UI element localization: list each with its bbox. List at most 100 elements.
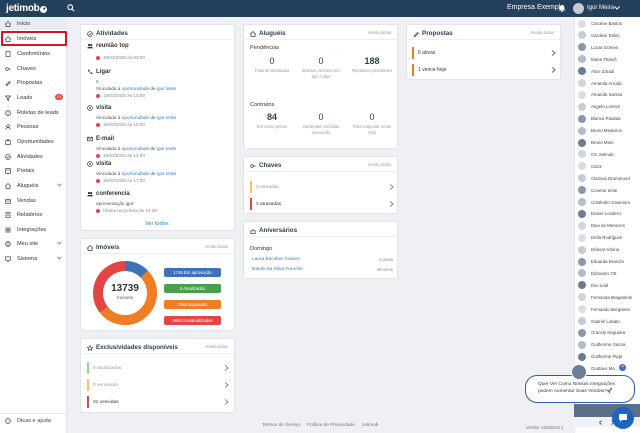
person-list-item[interactable]: Gracely Nogueira (578, 327, 640, 338)
chevron-down-icon[interactable] (57, 241, 62, 245)
terms-link[interactable]: Termos de Serviço (262, 422, 301, 427)
donut-slice-0[interactable] (124, 261, 148, 278)
exclusive-row-updated[interactable]: 0 atualizadas (87, 362, 229, 374)
see-all-exclusives[interactable]: Venda todos (204, 344, 228, 349)
exclusive-row-expiring[interactable]: 0 vencendo (87, 379, 229, 391)
user-avatar[interactable] (573, 3, 584, 14)
person-list-item[interactable]: Della Rodriguez (578, 232, 640, 243)
sidebar-item-atividades[interactable]: Atividades (0, 150, 67, 163)
sidebar-item-meu-site[interactable]: Meu site (0, 237, 67, 250)
notice-count[interactable]: 84 (266, 112, 277, 122)
status-pill-expired[interactable]: 7088 Expirados (164, 300, 221, 309)
person-list-item[interactable]: Clarissa Drummond (578, 173, 640, 184)
sidebar-item-inicio[interactable]: Início (0, 17, 67, 30)
due-slips-count[interactable]: 0 (318, 56, 324, 66)
see-all-rentals[interactable]: Venda todos (367, 30, 391, 35)
chat-promo-bubble[interactable]: Quer Ver Como Nossas Integrações podem A… (525, 375, 635, 403)
person-list-item[interactable]: Fernando Bergamer (578, 304, 640, 315)
sidebar-item-condominios[interactable]: Condomínios (0, 47, 67, 60)
person-list-item[interactable]: Débora Vitória (578, 244, 640, 255)
status-pill-approval[interactable]: 1748 Em aprovação (164, 268, 221, 277)
person-list-item[interactable]: Eric Leal (578, 280, 640, 291)
person-list-item[interactable]: Alice Zdradi (578, 66, 640, 77)
birthday-person-name[interactable]: Danilo da Silva Furucho (252, 267, 303, 272)
guarantees-count[interactable]: 0 (318, 112, 324, 122)
see-all-keys[interactable]: Venda todos (367, 162, 391, 167)
chevron-left-icon[interactable] (598, 420, 603, 425)
sidebar-item-integracoes[interactable]: Integrações (0, 223, 67, 236)
close-icon[interactable]: × (619, 364, 626, 371)
person-list-item[interactable]: Elizandro Ott (578, 268, 640, 279)
person-list-item[interactable]: Bruno Melo (578, 137, 640, 148)
proposals-row-active[interactable]: 6 ativas (412, 47, 556, 59)
help-link[interactable]: ? Dicas e ajuda (0, 413, 67, 427)
opportunity-link[interactable]: oportunidade (121, 171, 150, 176)
person-list-item[interactable]: Bruno Medeiros (578, 125, 640, 136)
see-all-activities-link[interactable]: Ver todos (145, 221, 169, 227)
privacy-link[interactable]: Política de Privacidade (307, 422, 355, 427)
keys-row-withdrawn[interactable]: 0 retiradas (250, 181, 394, 193)
person-list-item[interactable]: Amanda Santos (578, 89, 640, 100)
sidebar-item-pessoas[interactable]: Pessoas (0, 120, 67, 133)
person-list-item[interactable]: CS Jetimob (578, 149, 640, 160)
see-all-proposals[interactable]: Venda todos (530, 30, 554, 35)
person-link[interactable]: igor teste (156, 115, 177, 120)
pending-transfers-count[interactable]: 188 (364, 56, 380, 66)
opportunity-link[interactable]: oportunidade (121, 115, 150, 120)
search-icon[interactable] (67, 4, 75, 12)
chat-button[interactable] (612, 407, 634, 429)
status-pill-updated[interactable]: 6 Atualizados (164, 284, 221, 293)
sidebar-item-imoveis[interactable]: Imóveis (0, 32, 67, 45)
jetimob-link[interactable]: Jetimob (362, 422, 379, 427)
person-list-item[interactable]: Caroline Bastos (578, 18, 640, 29)
sidebar-item-vendas[interactable]: Vendas (0, 194, 67, 207)
person-list-item[interactable]: Gustavo Ma... (578, 363, 640, 374)
sidebar-item-sistema[interactable]: Sistema (0, 252, 67, 265)
proposals-row-due-today[interactable]: 1 vence hoje (412, 64, 556, 76)
chevron-down-icon[interactable] (614, 6, 620, 10)
person-list-item[interactable]: Guilherme Garcia (578, 339, 640, 350)
person-list-item[interactable]: Caroline Dolito (578, 30, 640, 41)
birthday-person-name[interactable]: Laura Escobar Soares (252, 257, 300, 262)
person-list-item[interactable]: Fernanda Bragantolo (578, 292, 640, 303)
keys-row-late[interactable]: 3 atrasadas (250, 198, 394, 210)
person-list-item[interactable]: Bianca Paulata (578, 113, 640, 124)
chevron-down-icon[interactable] (57, 183, 62, 187)
person-list-item[interactable]: Cristhofer Casemiro (578, 197, 640, 208)
user-name[interactable]: Igor Meira (587, 5, 615, 11)
person-list-item[interactable]: Eduarda Branchi (578, 256, 640, 267)
person-list-item[interactable]: Carol (578, 161, 640, 172)
person-list-item[interactable]: Maria Thamê (578, 54, 640, 65)
see-all-properties[interactable]: Venda todos (204, 244, 228, 249)
status-pill-outdated[interactable]: 4893 Desatualizados (164, 316, 221, 325)
person-list-item[interactable]: Conetur teste (578, 185, 640, 196)
donut-slice-3[interactable] (93, 261, 126, 313)
person-link[interactable]: igor teste (156, 86, 177, 91)
bell-icon[interactable] (558, 4, 566, 12)
person-list-item[interactable]: Amanda Arruda (578, 78, 640, 89)
person-list-item[interactable]: Gabriel Lobato (578, 316, 640, 327)
readjust-count[interactable]: 0 (369, 112, 375, 122)
sidebar-item-chaves[interactable]: Chaves (0, 62, 67, 75)
exclusive-row-expired[interactable]: 31 vencidas (87, 396, 229, 408)
person-list-item[interactable]: Daniel Londero (578, 208, 640, 219)
sidebar-item-relatorios[interactable]: Relatórios (0, 208, 67, 221)
opportunity-link[interactable]: oportunidade (121, 86, 150, 91)
late-invoices-count[interactable]: 0 (269, 56, 275, 66)
person-list-item[interactable]: Lucas Gomes (578, 42, 640, 53)
sidebar-item-leads[interactable]: Leads 10 (0, 91, 67, 104)
opportunity-link[interactable]: oportunidade (121, 146, 150, 151)
donut-slice-2[interactable] (99, 270, 157, 325)
sidebar-item-propostas[interactable]: Propostas (0, 76, 67, 89)
sidebar-item-oportunidades[interactable]: Oportunidades (0, 135, 67, 148)
person-list-item[interactable]: Davi de Menezes (578, 220, 640, 231)
chevron-down-icon[interactable] (57, 256, 62, 260)
sidebar-item-roletas[interactable]: Roletas de leads (0, 106, 67, 119)
person-list-item[interactable]: Angelo Lorenzi (578, 101, 640, 112)
company-name[interactable]: Empresa Exemplo (507, 4, 565, 11)
sidebar-item-alugueis[interactable]: Aluguéis (0, 179, 67, 192)
person-link[interactable]: igor teste (156, 146, 177, 151)
sidebar-item-portais[interactable]: Portais (0, 164, 67, 177)
person-list-item[interactable]: Guilherme Pippi (578, 351, 640, 362)
person-link[interactable]: igor teste (156, 171, 177, 176)
